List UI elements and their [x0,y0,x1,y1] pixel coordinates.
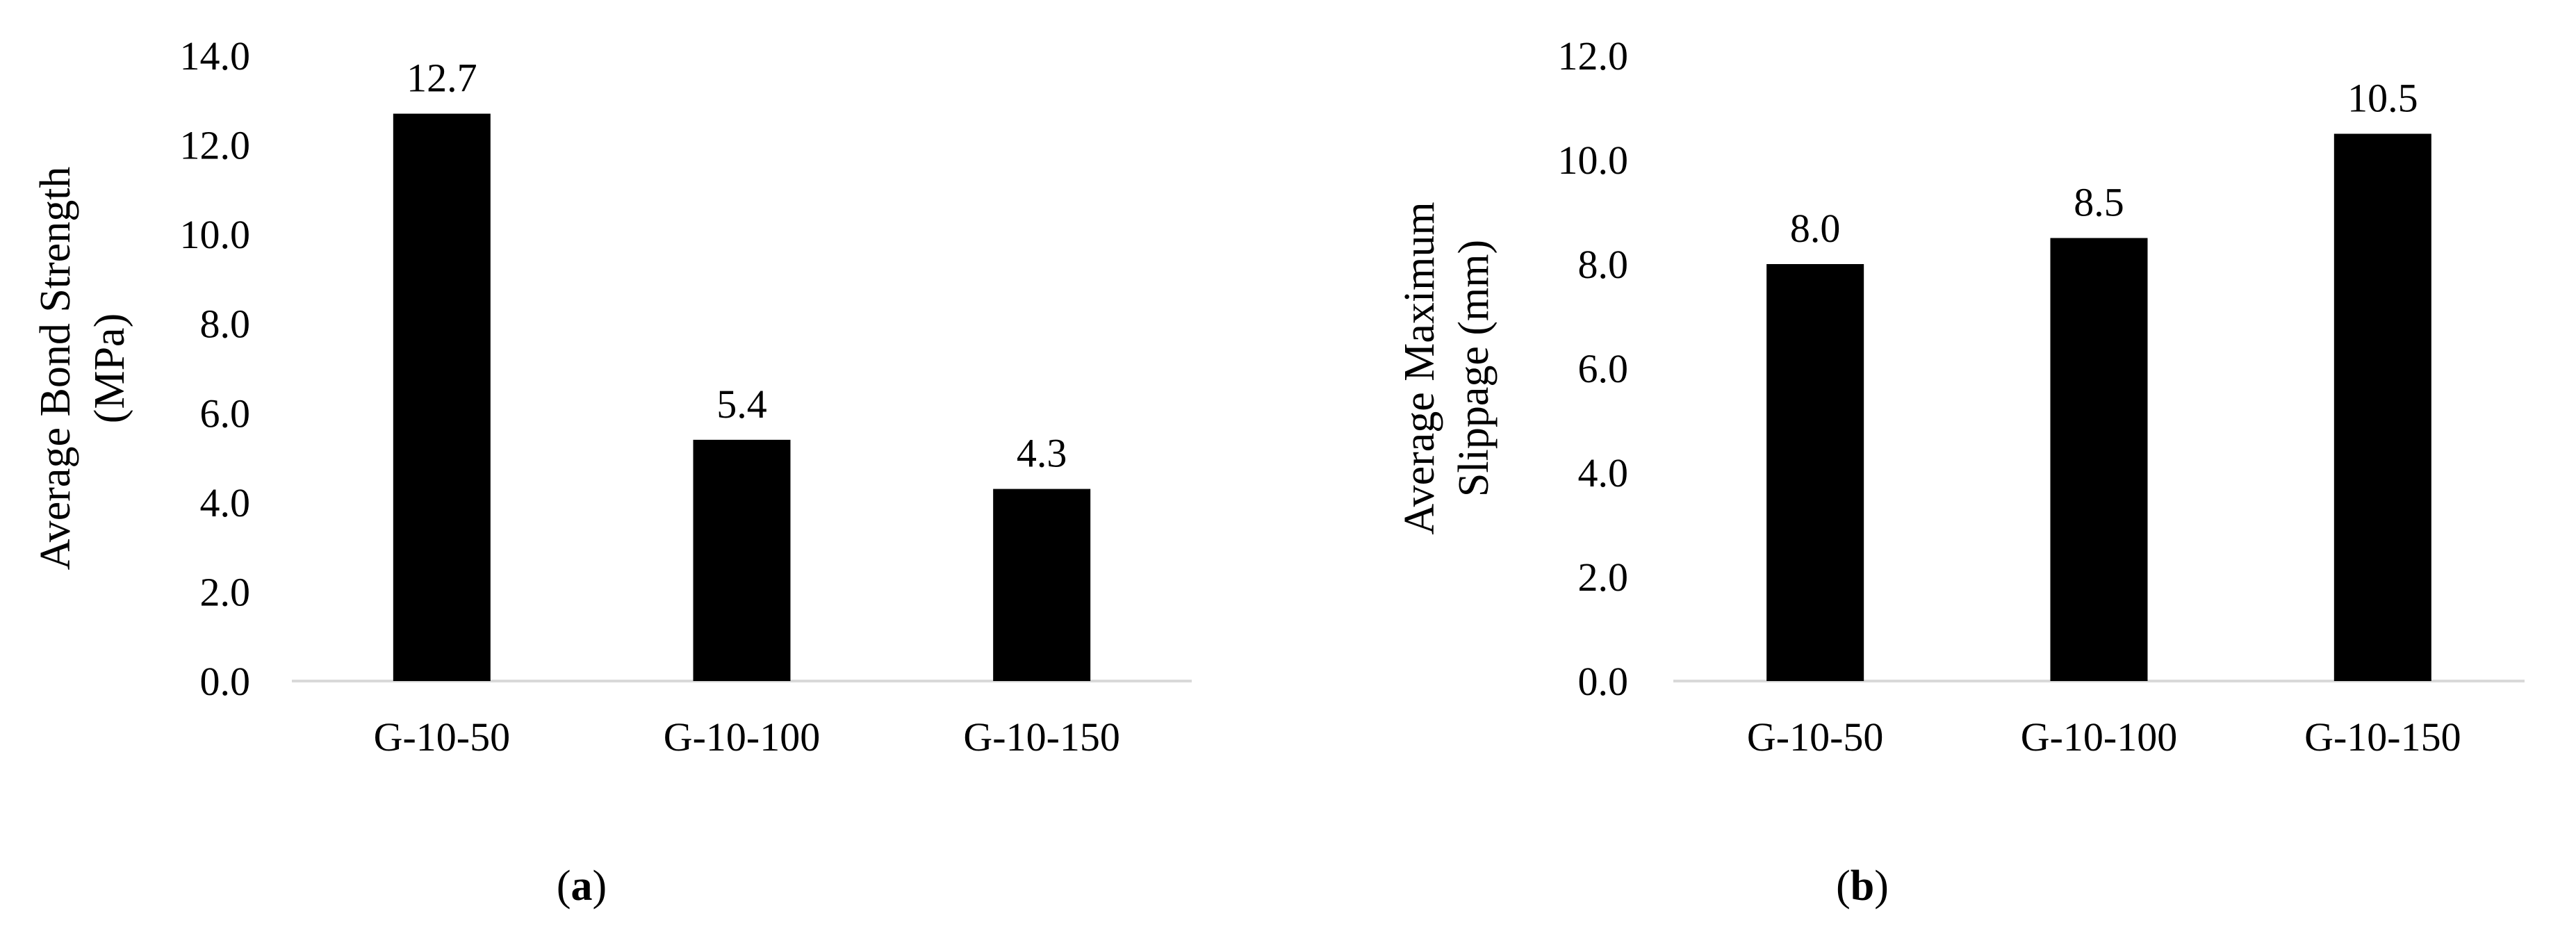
y-axis-title-line: (MPa) [86,313,133,423]
y-tick-label: 8.0 [200,302,251,347]
y-axis-title: Average Maximum Slippage (mm) [1396,202,1498,534]
bond-strength-chart: 0.0 2.0 4.0 6.0 8.0 10.0 12.0 14.0 12.7 G-10-50 5.… [32,33,1192,760]
bar [393,113,491,682]
category-label: G-10-100 [2021,714,2178,760]
y-tick-label: 2.0 [1578,555,1629,600]
data-label: 5.4 [716,382,767,427]
y-axis-title-line: Average Bond Strength [32,167,79,571]
y-axis-title-line: Average Maximum [1396,202,1443,534]
bar [693,439,791,681]
data-label: 10.5 [2347,76,2418,121]
y-tick-label: 4.0 [200,480,251,525]
y-tick-label: 12.0 [180,123,251,168]
category-label: G-10-50 [374,714,511,760]
y-tick-label: 6.0 [200,391,251,436]
chart-panel-a: 0.0 2.0 4.0 6.0 8.0 10.0 12.0 14.0 12.7 G-10-50 5.… [32,33,1192,910]
category-label: G-10-100 [664,714,821,760]
caption-a-label: a [571,862,593,910]
y-tick-label: 8.0 [1578,242,1629,287]
y-axis-title: Average Bond Strength (MPa) [32,167,133,571]
y-tick-label: 14.0 [180,33,251,79]
data-label: 8.5 [2074,180,2124,225]
y-tick-label: 10.0 [1558,138,1629,183]
y-axis-title-line: Slippage (mm) [1450,240,1498,497]
y-tick-label: 0.0 [200,659,251,704]
data-label: 12.7 [407,56,477,101]
bar [993,489,1091,681]
category-label: G-10-150 [963,714,1120,760]
caption-a: (a) [556,862,607,910]
y-tick-label: 10.0 [180,212,251,257]
data-label: 8.0 [1790,206,1841,251]
caption-b-label: b [1850,862,1875,910]
data-label: 4.3 [1017,431,1067,476]
bar [2050,238,2148,681]
bar [1766,264,1864,681]
y-tick-label: 6.0 [1578,346,1629,391]
slippage-chart: 0.0 2.0 4.0 6.0 8.0 10.0 12.0 8.0 G-10-50 8.5 G-10… [1396,33,2525,760]
chart-panel-b: 0.0 2.0 4.0 6.0 8.0 10.0 12.0 8.0 G-10-50 8.5 G-10… [1288,0,2575,934]
y-tick-label: 4.0 [1578,450,1629,495]
category-label: G-10-150 [2304,714,2461,760]
caption-b: (b) [1836,862,1889,910]
y-tick-label: 0.0 [1578,659,1629,704]
bar [2333,133,2431,681]
category-label: G-10-50 [1747,714,1884,760]
y-tick-label: 2.0 [200,569,251,614]
y-tick-label: 12.0 [1558,33,1629,79]
